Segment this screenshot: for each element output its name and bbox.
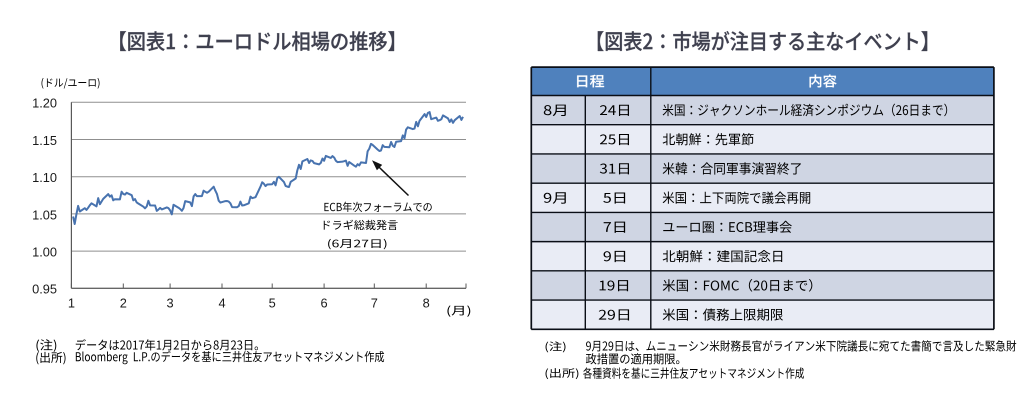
svg-text:1.00: 1.00 (32, 245, 57, 260)
svg-text:1.05: 1.05 (32, 207, 57, 222)
svg-text:6: 6 (321, 296, 328, 311)
svg-text:1.10: 1.10 (32, 170, 57, 185)
svg-text:3: 3 (167, 296, 174, 311)
svg-text:1.20: 1.20 (32, 96, 57, 111)
svg-text:2: 2 (120, 296, 127, 311)
svg-text:5: 5 (269, 296, 276, 311)
svg-text:1: 1 (68, 296, 75, 311)
svg-text:4: 4 (218, 296, 225, 311)
svg-text:0.95: 0.95 (32, 282, 57, 297)
svg-text:7: 7 (371, 296, 378, 311)
svg-text:8: 8 (423, 296, 430, 311)
svg-text:1.15: 1.15 (32, 133, 57, 148)
